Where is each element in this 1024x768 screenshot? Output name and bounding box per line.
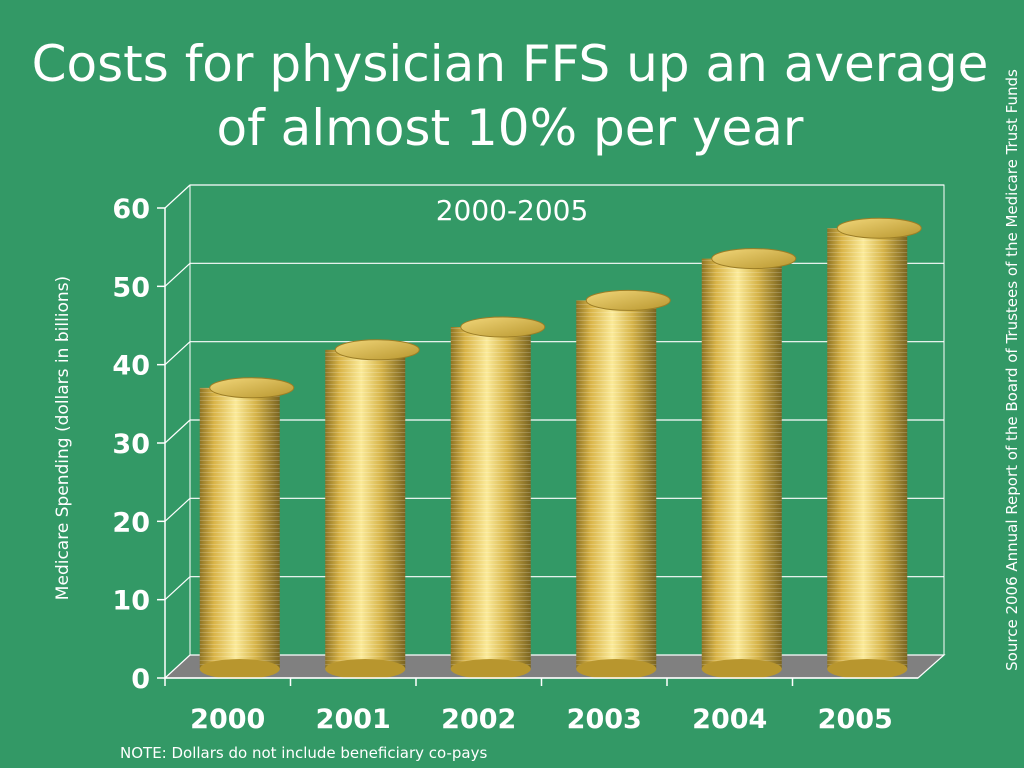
plot-area: 0 10 20 30 40 50 60 2000 2001 2002 2003 2004 2005 [112, 184, 946, 735]
chart-floor [163, 654, 946, 679]
y-tick-label: 0 [131, 664, 150, 695]
y-tick-label: 20 [112, 507, 150, 538]
gridline-side [164, 497, 191, 522]
bar-top [209, 377, 295, 399]
bar-top [334, 339, 420, 361]
gridline-side [164, 184, 191, 209]
gridline-side [164, 262, 191, 287]
bar-texture [450, 327, 531, 669]
y-tick-label: 30 [112, 429, 150, 460]
x-tick-label: 2000 [190, 704, 265, 735]
bar-top [460, 316, 546, 338]
bar-texture [199, 387, 280, 669]
source-note: Source 2006 Annual Report of the Board o… [1003, 69, 1021, 671]
y-tick-label: 60 [112, 194, 150, 225]
bar-base [827, 659, 908, 679]
bar-top [836, 217, 922, 239]
bar-base [199, 659, 280, 679]
bar-base [450, 659, 531, 679]
slide-title: Costs for physician FFS up an average of… [31, 35, 989, 157]
x-tick-label: 2005 [818, 704, 893, 735]
bar-texture [576, 300, 657, 669]
gridline-side [164, 576, 191, 601]
y-axis-label: Medicare Spending (dollars in billions) [53, 276, 73, 600]
footnote: NOTE: Dollars do not include beneficiary… [120, 744, 488, 762]
bar-texture [701, 258, 782, 669]
x-tick-label: 2003 [567, 704, 642, 735]
y-tick-label: 50 [112, 272, 150, 303]
bar-texture [325, 349, 406, 669]
bar-base [325, 659, 406, 679]
gridline-side [164, 341, 191, 366]
bar-base [701, 659, 782, 679]
x-tick-label: 2002 [441, 704, 516, 735]
bar-texture [827, 228, 908, 669]
x-tick-label: 2001 [316, 704, 391, 735]
y-tick-label: 10 [112, 586, 150, 617]
chart-subtitle: 2000-2005 [436, 194, 589, 227]
bar-top [585, 289, 671, 311]
gridline-side [164, 419, 191, 444]
bar-top [711, 248, 797, 270]
y-tick-label: 40 [112, 351, 150, 382]
bar-base [576, 659, 657, 679]
x-tick-label: 2004 [692, 704, 767, 735]
